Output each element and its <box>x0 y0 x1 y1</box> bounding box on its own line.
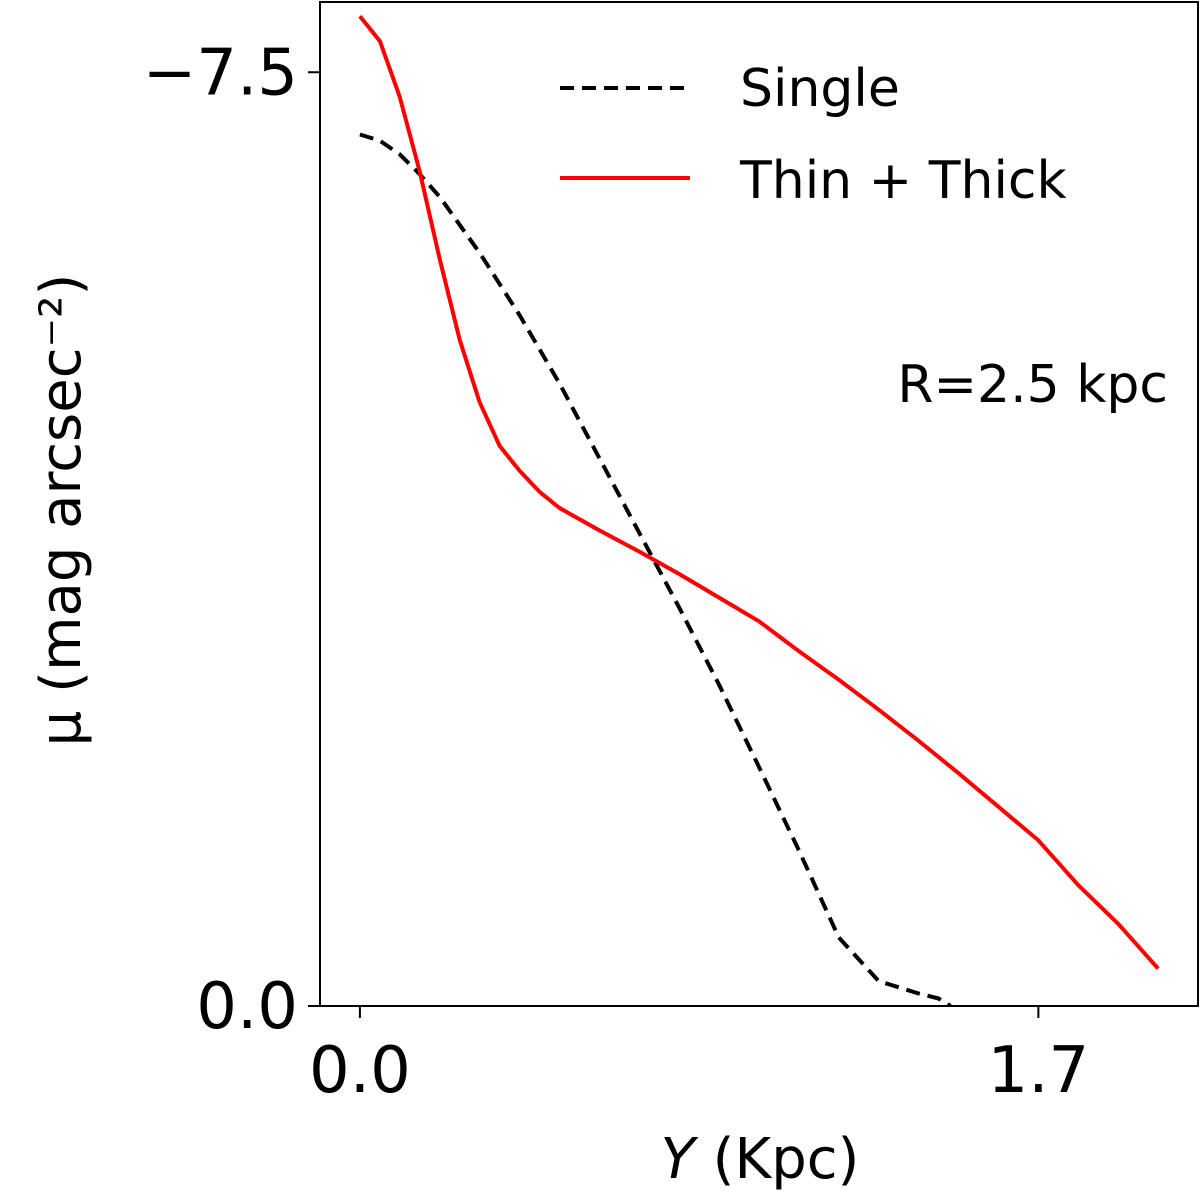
annotation-radius: R=2.5 kpc <box>897 355 1168 415</box>
x-ticks: 0.0 1.7 <box>309 1006 1089 1108</box>
series-line-thin-thick <box>358 14 1160 970</box>
plot-area-frame <box>319 1 1199 1007</box>
x-tick-label: 1.7 <box>987 1034 1089 1108</box>
legend: Single Thin + Thick <box>560 59 1067 211</box>
x-axis-label-unit: (Kpc) <box>695 1127 860 1192</box>
series-line-single <box>359 132 952 1006</box>
x-axis-label-symbol: Y <box>661 1127 699 1192</box>
x-tick-label: 0.0 <box>309 1034 411 1108</box>
y-tick-label: −7.5 <box>143 36 298 110</box>
y-axis-label: μ (mag arcsec⁻²) <box>29 274 94 747</box>
legend-label-single: Single <box>740 59 900 119</box>
y-ticks: −7.5 0.0 <box>143 36 320 1044</box>
y-tick-label: 0.0 <box>196 970 298 1044</box>
x-axis-label: Y (Kpc) <box>661 1127 860 1192</box>
series-lines <box>358 14 1160 1006</box>
legend-label-thin-thick: Thin + Thick <box>739 151 1067 211</box>
